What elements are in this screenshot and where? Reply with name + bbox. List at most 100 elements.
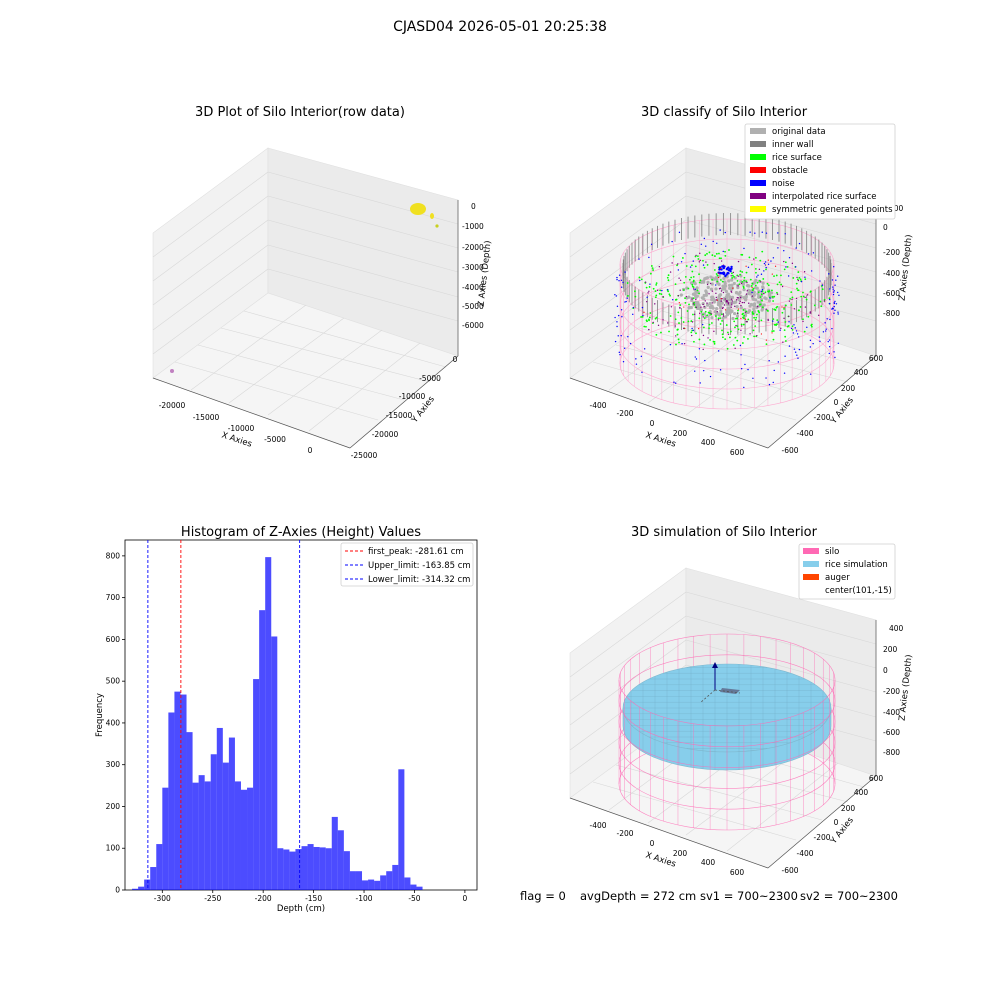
- sim-legend-label-rice: rice simulation: [825, 560, 888, 570]
- svg-text:-600: -600: [883, 728, 900, 737]
- rice-surface-point: [813, 304, 816, 307]
- footer-status: flag = 0 avgDepth = 272 cm sv1 = 700~230…: [520, 889, 898, 903]
- interpolated-point: [698, 261, 701, 263]
- noise-point: [627, 336, 629, 338]
- original-data-point: [749, 302, 753, 307]
- rice-surface-point: [702, 259, 704, 262]
- noise-cluster-point: [721, 265, 724, 268]
- original-data-point: [730, 278, 734, 282]
- noise-point: [694, 356, 696, 358]
- panel-simulation-title: 3D simulation of Silo Interior: [631, 525, 818, 540]
- obstacle-point: [643, 311, 645, 313]
- original-data-point: [687, 306, 692, 310]
- rice-surface-point: [715, 273, 718, 275]
- original-data-point: [720, 301, 724, 305]
- interpolated-point: [699, 252, 701, 255]
- interpolated-point: [711, 290, 714, 292]
- original-data-point: [715, 277, 719, 281]
- noise-point: [828, 298, 831, 301]
- footer-flag: flag = 0: [520, 889, 566, 903]
- hist-bar: [180, 694, 187, 890]
- original-data-point: [693, 293, 698, 298]
- interpolated-point: [713, 262, 715, 265]
- interpolated-point: [758, 268, 761, 271]
- rice-surface-point: [748, 256, 751, 259]
- noise-point: [740, 368, 743, 370]
- noise-point: [700, 243, 703, 245]
- noise-point: [635, 363, 638, 365]
- classify-point-cloud: [614, 213, 840, 389]
- original-data-point: [724, 289, 728, 294]
- noise-point: [809, 346, 812, 348]
- noise-point: [620, 286, 623, 288]
- interpolated-point: [706, 283, 709, 286]
- noise-point: [834, 284, 836, 286]
- panel-raw-title: 3D Plot of Silo Interior(row data): [195, 105, 405, 120]
- hist-legend: first_peak: -281.61 cm Upper_limit: -163…: [340, 542, 474, 587]
- hist-y-tick-label: 200: [106, 802, 121, 811]
- noise-point: [702, 323, 704, 326]
- hist-title: Histogram of Z-Axies (Height) Values: [181, 525, 421, 540]
- rice-surface-point: [721, 329, 723, 332]
- noise-point: [620, 309, 623, 311]
- original-data-point: [711, 295, 715, 299]
- legend-swatch-rice-surface: [750, 154, 766, 160]
- svg-text:-5000: -5000: [419, 374, 441, 383]
- rice-surface-point: [783, 268, 786, 271]
- obstacle-point: [760, 333, 763, 335]
- rice-surface-point: [786, 265, 789, 268]
- raw-point-stray: [435, 224, 439, 228]
- noise-point: [622, 281, 624, 284]
- original-data-point: [742, 296, 746, 300]
- rice-surface-point: [648, 286, 651, 288]
- noise-point: [751, 291, 753, 294]
- rice-surface-point: [649, 312, 652, 314]
- interpolated-point: [695, 298, 697, 301]
- original-data-point: [706, 285, 710, 289]
- noise-point: [783, 250, 785, 252]
- noise-point: [828, 345, 831, 348]
- rice-surface-point: [676, 264, 678, 267]
- rice-surface-point: [706, 264, 709, 266]
- rice-surface-point: [708, 327, 710, 330]
- sim-center-marker: [699, 662, 741, 704]
- interpolated-point: [797, 279, 800, 282]
- hist-ylabel: Frequency: [95, 693, 105, 737]
- obstacle-point: [745, 265, 747, 267]
- original-data-point: [754, 278, 758, 282]
- raw-xlabel: X Axies: [220, 430, 253, 449]
- noise-point: [763, 270, 765, 272]
- rice-surface-point: [745, 280, 748, 283]
- hist-bar: [392, 864, 399, 890]
- hist-bar: [271, 636, 278, 890]
- svg-text:200: 200: [841, 384, 856, 393]
- rice-surface-point: [698, 273, 700, 276]
- rice-surface-point: [713, 340, 716, 343]
- svg-text:-400: -400: [589, 401, 606, 410]
- interpolated-point: [652, 321, 654, 324]
- interpolated-point: [693, 313, 696, 316]
- legend-label-noise: noise: [772, 179, 795, 189]
- rice-surface-point: [692, 313, 694, 316]
- rice-surface-point: [802, 318, 804, 321]
- interpolated-point: [731, 302, 733, 304]
- rice-surface-point: [776, 319, 779, 321]
- rice-surface-point: [719, 317, 722, 320]
- noise-point: [832, 288, 834, 290]
- hist-bars: [132, 557, 423, 890]
- noise-point: [806, 326, 808, 329]
- noise-point: [757, 274, 759, 276]
- interpolated-point: [796, 276, 798, 279]
- svg-text:600: 600: [869, 354, 884, 363]
- rice-surface-point: [740, 323, 743, 326]
- hist-bar: [162, 787, 169, 890]
- rice-surface-point: [706, 252, 708, 255]
- noise-point: [632, 306, 635, 309]
- noise-point: [639, 279, 641, 282]
- original-data-point: [709, 275, 713, 279]
- raw-point-outlier: [170, 369, 174, 373]
- rice-surface-point: [675, 298, 678, 301]
- svg-text:200: 200: [889, 204, 904, 213]
- interpolated-point: [751, 295, 753, 297]
- svg-text:-25000: -25000: [351, 451, 378, 460]
